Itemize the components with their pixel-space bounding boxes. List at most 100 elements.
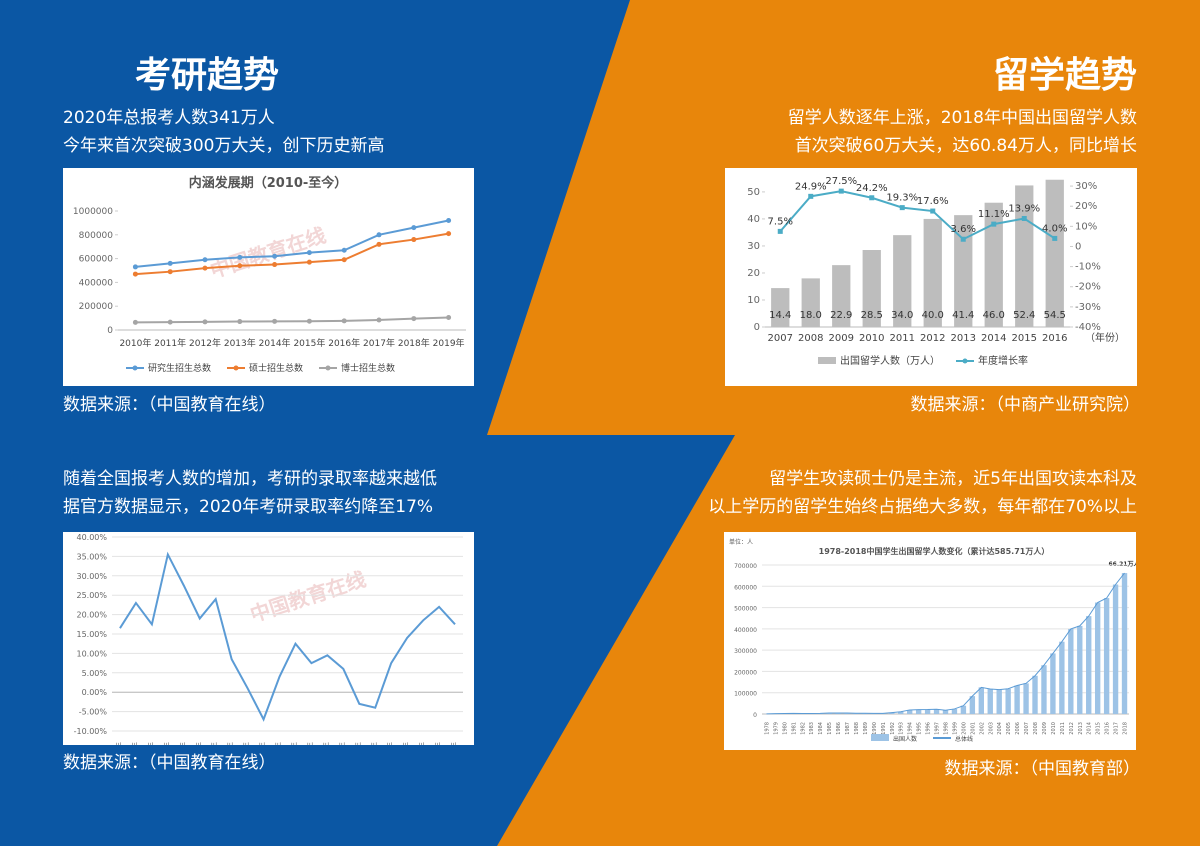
bar — [1050, 653, 1056, 714]
marker — [411, 225, 417, 231]
bar — [969, 696, 976, 714]
tick-label: 0 — [754, 322, 760, 333]
x-tick-label: 1979 — [773, 722, 779, 735]
x-tick-label: 1983 — [809, 722, 815, 735]
data-label: 41.4 — [952, 310, 974, 321]
marker — [237, 319, 243, 325]
x-tick-label: 2011 — [890, 333, 915, 344]
bar — [1077, 625, 1083, 714]
marker — [202, 319, 208, 325]
legend-marker — [962, 358, 968, 364]
marker — [202, 265, 208, 271]
x-tick-label: 2016 — [1105, 722, 1111, 735]
x-tick-label: 1996 — [926, 722, 932, 735]
chart-title: 1978-2018中国学生出国留学人数变化（累计达585.71万人） — [819, 546, 1050, 556]
x-tick-label: 2010年 — [289, 742, 299, 745]
line: 2020年总报考人数341万人 — [63, 108, 275, 128]
x-tick-label: 2010 — [859, 333, 884, 344]
x-tick-label: 1987 — [845, 722, 851, 735]
x-tick-label: 2004年 — [194, 742, 204, 745]
x-tick-label: 2015年 — [293, 337, 325, 349]
x-tick-label: 2003年 — [178, 742, 188, 745]
chart: 1978-2018中国学生出国留学人数变化（累计达585.71万人） 单位：人 66… — [729, 538, 1140, 743]
x-tick-label: 2012 — [920, 333, 945, 344]
tick-label: 300000 — [734, 648, 757, 655]
line — [779, 190, 1056, 241]
data-label: 22.9 — [830, 310, 852, 321]
tick-label: 200000 — [734, 669, 757, 676]
x-tick-label: 2003 — [988, 722, 994, 735]
tick-label: -20% — [1075, 282, 1101, 293]
tick-label: 35.00% — [76, 552, 107, 561]
x-tick-label: 2008 — [798, 333, 823, 344]
marker — [132, 319, 138, 325]
source: 数据来源：（中国教育在线） — [63, 395, 276, 415]
x-tick-label: 2006年 — [226, 742, 236, 745]
tick-label: -10.00% — [74, 727, 108, 736]
tick-label: 0 — [753, 712, 757, 719]
marker — [306, 259, 312, 265]
bar — [826, 712, 832, 714]
x-tick-label: 2013 — [1078, 722, 1084, 735]
line: 据官方数据显示，2020年考研录取率约降至17% — [63, 497, 434, 517]
x-tick-label: 2013 — [951, 333, 976, 344]
tick-label: 700000 — [734, 563, 757, 570]
bar — [942, 710, 949, 714]
data-label: 19.3% — [886, 193, 918, 204]
bar — [1005, 688, 1011, 714]
tick-label: 15.00% — [76, 630, 107, 639]
marker — [237, 254, 243, 260]
data-label: 24.2% — [856, 183, 888, 194]
x-tick-label: 2011年 — [305, 742, 315, 745]
line: 以上学历的留学生始终占据绝大多数，每年都在70%以上 — [708, 497, 1137, 517]
x-tick-label: 2002 — [979, 722, 985, 735]
line: 首次突破60万大关，达60.84万人，同比增长 — [794, 136, 1137, 156]
x-tick-label: 1995 — [917, 722, 923, 735]
x-tick-label: 1989 — [863, 722, 869, 735]
x-tick-label: 2018 — [1123, 722, 1129, 735]
x-tick-label: 1991 — [881, 722, 887, 735]
x-tick-label: 2017年 — [401, 742, 411, 745]
tick-label: 0 — [107, 326, 113, 336]
x-tick-label: 1985 — [827, 722, 833, 735]
data-label: 4.0% — [1042, 223, 1067, 234]
tick-label: 400000 — [734, 627, 757, 634]
line: 留学生攻读硕士仍是主流，近5年出国攻读本科及 — [769, 469, 1137, 489]
line — [135, 219, 449, 268]
x-tick-label: 2006 — [1015, 722, 1021, 735]
bar — [889, 712, 895, 714]
x-tick-label: 2010 — [1051, 722, 1057, 735]
marker — [272, 262, 278, 268]
x-tick-label: 2004 — [997, 722, 1003, 735]
bar — [1121, 573, 1128, 714]
right-title: 留学趋势 — [992, 55, 1137, 96]
x-axis-label: （年份） — [1085, 331, 1125, 344]
data-label: 14.4 — [769, 310, 791, 321]
x-tick-label: 2000 — [961, 722, 967, 735]
x-tick-label: 1982 — [800, 722, 806, 735]
source: 数据来源：（中国教育在线） — [63, 753, 276, 773]
x-tick-label: 2014年 — [259, 337, 291, 349]
tick-label: 30 — [747, 241, 760, 252]
unit-label: 单位：人 — [729, 538, 753, 546]
bar — [1086, 616, 1092, 714]
chart-box: 1978-2018中国学生出国留学人数变化（累计达585.71万人） 单位：人 66… — [724, 532, 1140, 750]
tick-label: 800000 — [79, 231, 114, 241]
chart-box: 中国教育在线 -10.00% -5.00% 0.00% 5.00% 10.00% 15.00… — [63, 532, 474, 770]
line: 留学人数逐年上涨，2018年中国出国留学人数 — [787, 108, 1137, 128]
marker — [167, 260, 173, 266]
x-tick-label: 2008年 — [258, 742, 268, 745]
bar — [933, 709, 940, 714]
x-tick-label: 2016年 — [385, 742, 395, 745]
tick-label: 20.00% — [76, 611, 107, 620]
x-tick-label: 2012年 — [321, 742, 331, 745]
x-tick-label: 1993 — [899, 722, 905, 735]
x-tick-label: 2007 — [1024, 722, 1030, 735]
legend-marker — [233, 365, 239, 371]
tick-label: 20% — [1075, 201, 1097, 212]
x-tick-label: 2000年 — [130, 742, 140, 745]
marker — [1052, 235, 1058, 241]
chart-box: 中国教育在线 内涵发展期（2010-至今） 0 200000 400000 600000 8… — [63, 168, 474, 386]
marker — [1021, 215, 1027, 221]
